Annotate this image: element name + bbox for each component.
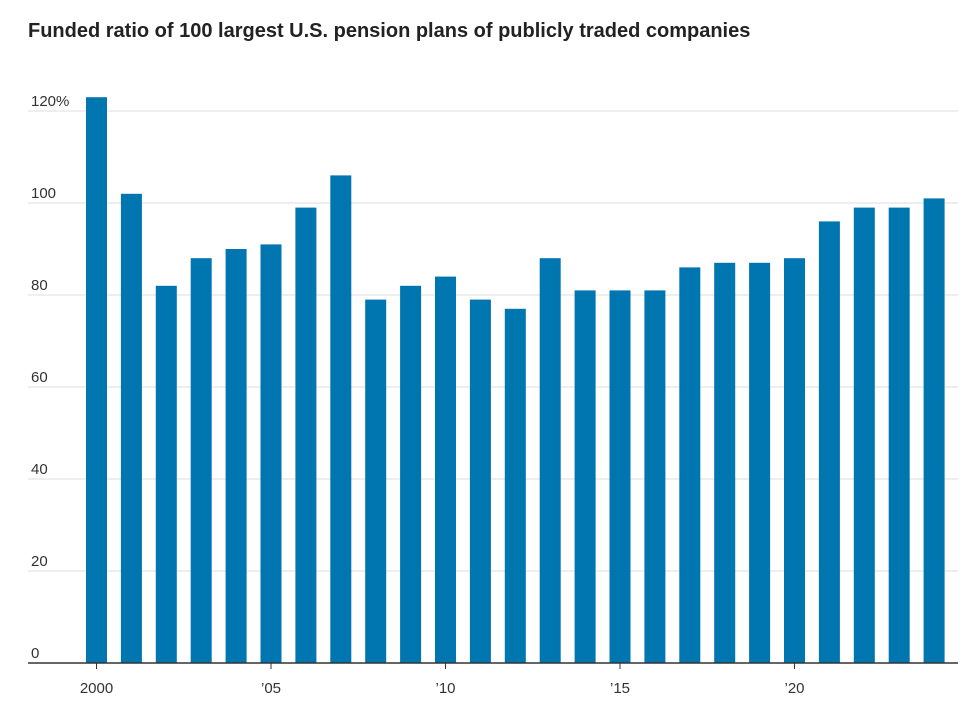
y-tick-label: 60: [31, 369, 48, 386]
bar-2000: [86, 97, 107, 663]
y-tick-label: 80: [31, 277, 48, 294]
y-tick-label: 100: [31, 185, 56, 202]
bar-2017: [679, 267, 701, 663]
bar-2021: [818, 221, 840, 663]
bar-2019: [749, 262, 771, 663]
bar-2013: [539, 258, 561, 663]
x-axis: [28, 662, 958, 669]
x-tick-label: ’05: [261, 680, 281, 697]
bar-2022: [853, 207, 875, 663]
bar-2024: [923, 198, 945, 663]
bar-2012: [504, 308, 526, 663]
bar-2014: [574, 290, 596, 663]
bar-2001: [120, 193, 142, 664]
bar-2008: [365, 299, 387, 663]
bar-2015: [609, 290, 631, 663]
bar-2023: [888, 207, 910, 663]
chart-title: Funded ratio of 100 largest U.S. pension…: [28, 20, 751, 42]
bar-2003: [190, 258, 212, 663]
x-tick-label: ’15: [610, 680, 630, 697]
bar-2010: [435, 276, 456, 663]
bar-2004: [225, 249, 247, 663]
bar-2011: [469, 299, 491, 663]
y-tick-label: 20: [31, 553, 48, 570]
tick-labels: 120% 100 80 60 40 20 0 2000 ’05 ’10 ’15 ’20: [31, 93, 805, 697]
bar-2018: [714, 262, 736, 663]
y-tick-label: 0: [31, 645, 39, 662]
y-tick-label: 40: [31, 461, 48, 478]
bar-2006: [295, 207, 317, 663]
x-tick-label: ’10: [435, 680, 455, 697]
x-tick-label: 2000: [80, 680, 113, 697]
bar-2002: [155, 285, 177, 663]
x-tick-label: ’20: [784, 680, 804, 697]
bar-2009: [400, 285, 422, 663]
bar-2016: [644, 290, 666, 663]
bars: [86, 97, 945, 664]
bar-2020: [784, 258, 805, 663]
bar-2007: [330, 175, 352, 663]
bar-2005: [260, 244, 282, 663]
y-tick-label: 120%: [31, 93, 69, 110]
